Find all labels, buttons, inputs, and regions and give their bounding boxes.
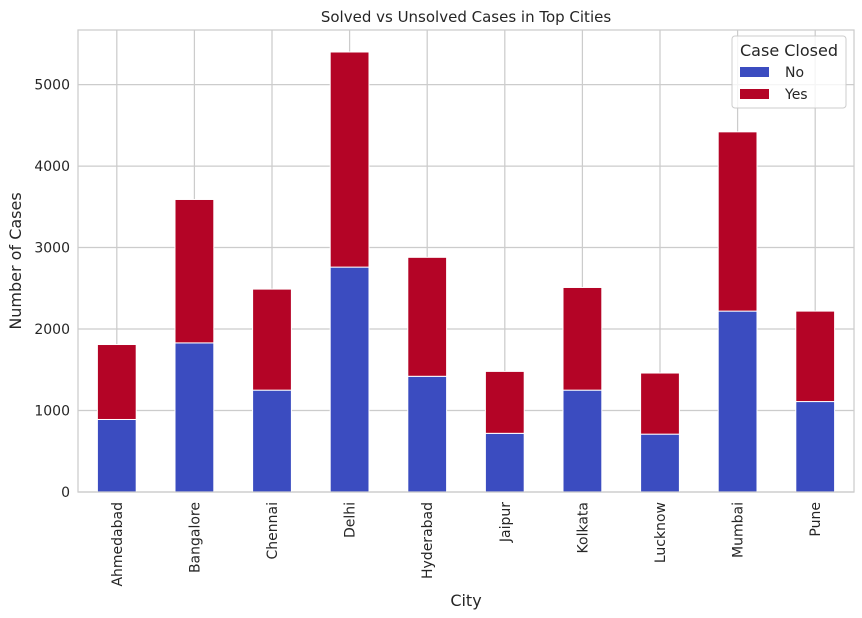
bar-no-jaipur (484, 432, 525, 493)
x-tick-label: Bangalore (187, 502, 203, 573)
x-tick-labels: Ahmedabad Bangalore Chennai Delhi Hyderabad J… (110, 502, 824, 587)
bar-yes-lucknow (640, 372, 680, 435)
x-tick-label: Hyderabad (420, 502, 436, 579)
plot-border (77, 29, 855, 493)
bar-yes-mumbai (717, 131, 758, 312)
bar-no-kolkata (562, 389, 603, 493)
chart-title: Solved vs Unsolved Cases in Top Cities (321, 8, 611, 26)
bar-no-bangalore (174, 342, 215, 493)
bar-no-hyderabad (407, 375, 448, 493)
bar-yes-hyderabad (407, 256, 448, 377)
x-tick-label: Mumbai (731, 502, 747, 558)
y-tick-labels: 0 1000 2000 3000 4000 5000 (34, 78, 70, 501)
bar-no-mumbai (717, 310, 758, 493)
y-tick-label: 5000 (34, 78, 70, 94)
bar-yes-ahmedabad (96, 344, 137, 420)
x-tick-label: Delhi (343, 502, 359, 538)
bar-no-pune (795, 401, 836, 493)
y-tick-label: 0 (61, 485, 70, 501)
bar-yes-chennai (252, 288, 292, 391)
bar-no-chennai (252, 389, 292, 493)
legend-title: Case Closed (740, 41, 838, 60)
bar-yes-jaipur (484, 370, 525, 434)
y-tick-label: 4000 (34, 159, 70, 175)
bars (96, 51, 836, 493)
x-axis-title: City (450, 591, 481, 610)
y-tick-label: 3000 (34, 241, 70, 257)
legend-label-no: No (785, 65, 804, 81)
bar-yes-kolkata (562, 286, 603, 391)
x-tick-label: Jaipur (498, 502, 514, 543)
bar-yes-pune (795, 310, 836, 403)
legend-swatch-no (740, 67, 769, 77)
legend-entries: No Yes (740, 65, 808, 103)
x-tick-label: Pune (808, 502, 824, 537)
bar-yes-bangalore (174, 198, 215, 344)
x-tick-label: Lucknow (653, 502, 669, 563)
bar-no-lucknow (640, 433, 680, 493)
legend-label-yes: Yes (784, 87, 808, 103)
x-tick-label: Chennai (265, 502, 281, 559)
y-axis-title: Number of Cases (6, 192, 25, 329)
bar-yes-delhi (329, 51, 370, 268)
bar-no-delhi (329, 266, 370, 493)
y-tick-label: 2000 (34, 322, 70, 338)
x-tick-label: Ahmedabad (110, 502, 126, 587)
legend: Case Closed No Yes (731, 35, 847, 109)
legend-swatch-yes (740, 89, 769, 99)
y-tick-label: 1000 (34, 404, 70, 420)
bar-no-ahmedabad (96, 418, 137, 493)
x-tick-label: Kolkata (575, 502, 591, 553)
